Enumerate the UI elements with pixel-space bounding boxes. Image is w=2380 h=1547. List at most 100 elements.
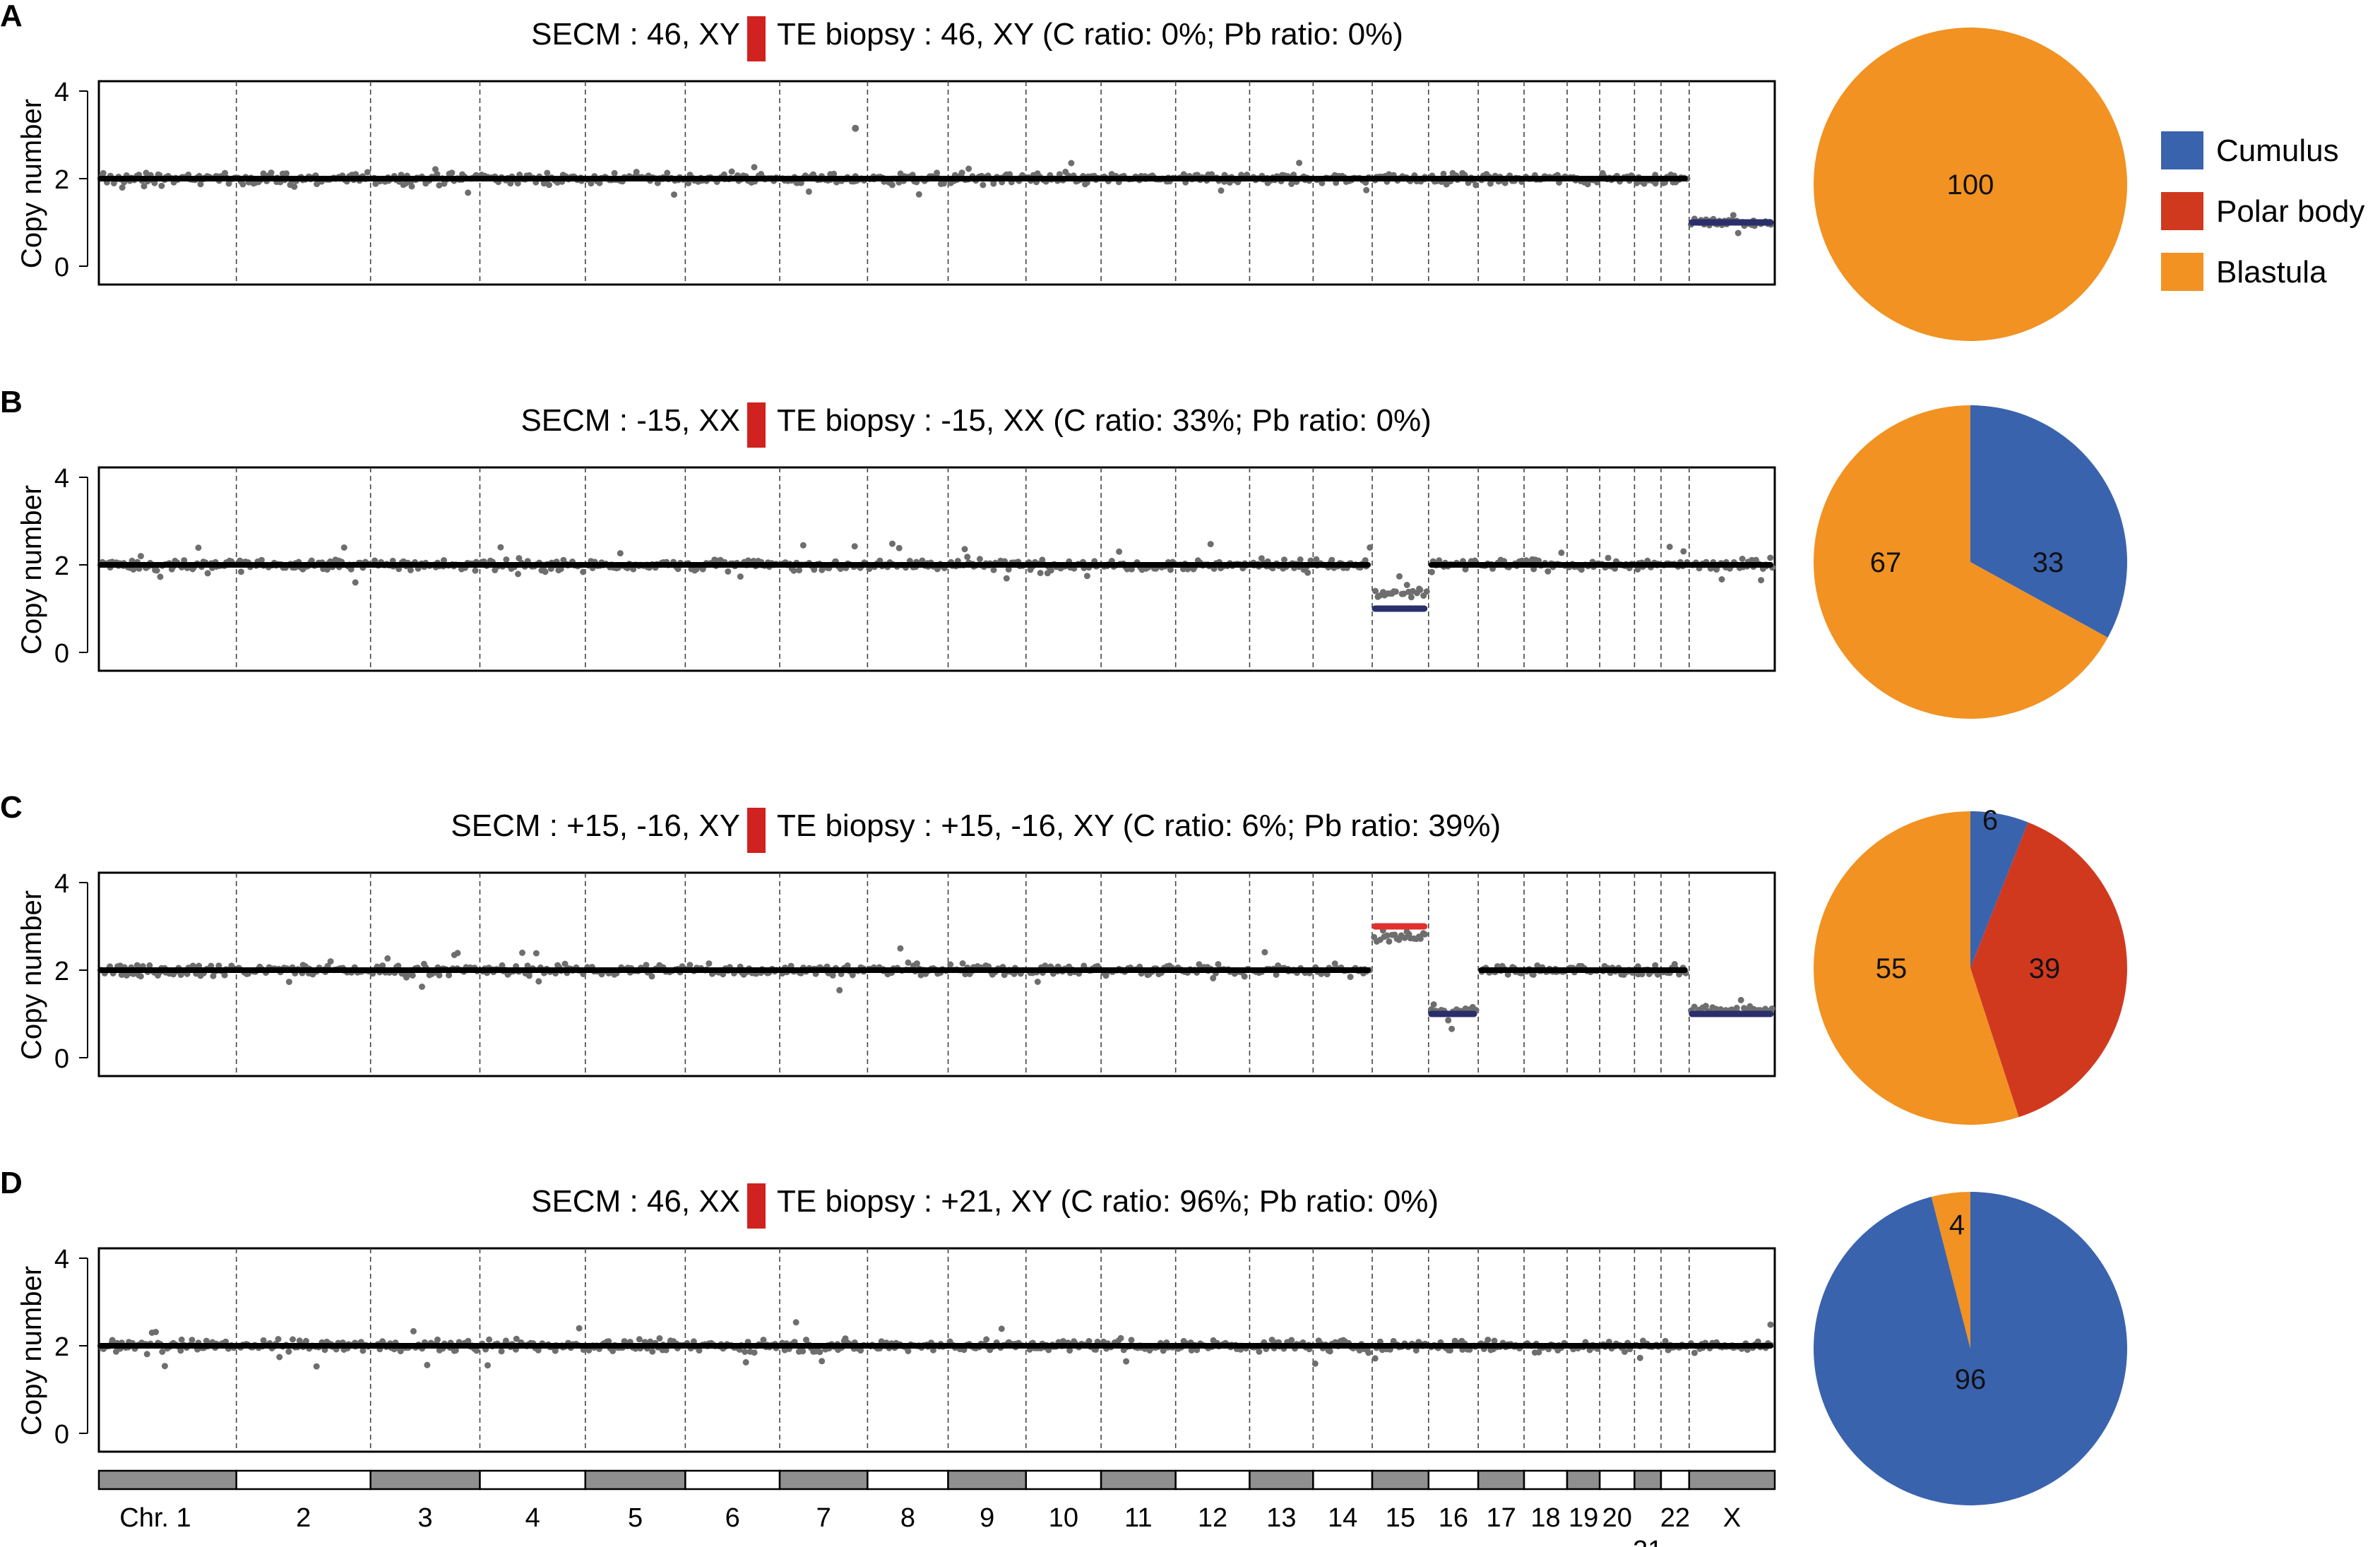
points-chr-8 xyxy=(867,945,950,979)
y-axis-label: Copy number xyxy=(16,485,47,655)
pie-chart-A xyxy=(1814,28,2127,341)
chromosome-label: 11 xyxy=(1124,1503,1152,1533)
pie-label: 4 xyxy=(1949,1209,1965,1241)
points-chr-5 xyxy=(585,1335,686,1355)
points-chr-11 xyxy=(1100,1334,1177,1365)
chromosome-label: 2 xyxy=(296,1503,311,1533)
chromosome-block xyxy=(1566,1469,1601,1491)
points-chr-4 xyxy=(478,544,587,578)
points-chr-7 xyxy=(780,542,868,574)
points-chr-16 xyxy=(1428,1001,1480,1032)
chromosome-label: Chr. 1 xyxy=(119,1503,191,1533)
points-chr-10 xyxy=(1025,160,1102,188)
title-te-biopsy: TE biopsy : -15, XX (C ratio: 33%; Pb ra… xyxy=(777,403,1432,438)
title-separator xyxy=(747,1183,766,1229)
legend-swatch xyxy=(2161,253,2203,291)
legend-swatch xyxy=(2161,131,2203,169)
chromosome-label: 4 xyxy=(525,1503,540,1533)
points-chr-1 xyxy=(99,169,238,191)
y-tick-label: 4 xyxy=(54,464,69,494)
pie-chart-B xyxy=(1814,405,2127,719)
points-chr-16 xyxy=(1429,169,1480,189)
pie-label: 100 xyxy=(1947,169,1994,201)
pie-label: 67 xyxy=(1870,547,1902,578)
y-tick-label: 0 xyxy=(54,639,69,669)
points-chr-7 xyxy=(779,1319,867,1365)
panel-label: C xyxy=(0,790,23,825)
points-chr-14 xyxy=(1314,172,1372,193)
y-tick-label: 4 xyxy=(54,1245,69,1274)
points-chr-15 xyxy=(1372,1337,1429,1362)
chromosome-block xyxy=(584,1469,686,1491)
y-tick-label: 4 xyxy=(54,869,69,899)
chromosome-block xyxy=(1477,1469,1525,1491)
title-te-biopsy: TE biopsy : 46, XY (C ratio: 0%; Pb rati… xyxy=(777,17,1403,52)
y-axis-label: Copy number xyxy=(16,1266,47,1435)
chromosome-label: 10 xyxy=(1049,1503,1078,1533)
y-tick-label: 2 xyxy=(54,551,69,581)
chromosome-label: 18 xyxy=(1530,1503,1560,1533)
chromosome-label: 13 xyxy=(1266,1503,1296,1533)
title-separator xyxy=(747,402,766,448)
chromosome-label: 15 xyxy=(1386,1503,1415,1533)
chromosome-label: 9 xyxy=(980,1503,994,1533)
chromosome-block xyxy=(1100,1469,1177,1491)
chromosome-block xyxy=(1174,1469,1251,1491)
points-chr-6 xyxy=(684,556,780,580)
title-secm: SECM : -15, XX xyxy=(520,403,740,438)
chromosome-block xyxy=(778,1469,869,1491)
y-tick-label: 0 xyxy=(54,253,69,282)
legend-label: Cumulus xyxy=(2216,133,2339,168)
chromosome-block xyxy=(1371,1469,1430,1491)
pie-slice-cumulus xyxy=(1970,811,2028,968)
chromosome-block xyxy=(1688,1469,1776,1491)
panel-label: A xyxy=(0,0,23,33)
points-chr-7 xyxy=(779,962,867,993)
points-chr-7 xyxy=(779,170,867,195)
pie-slice-blastula xyxy=(1814,811,2019,1125)
points-chr-22 xyxy=(1660,172,1691,186)
chromosome-block xyxy=(1598,1469,1636,1491)
chromosome-label: 21 xyxy=(1633,1536,1662,1547)
panel-label: B xyxy=(0,385,23,419)
plot-frame xyxy=(97,871,1776,1077)
points-chr-X xyxy=(1687,212,1774,237)
points-chr-13 xyxy=(1250,949,1313,978)
plot-frame xyxy=(97,1247,1776,1453)
y-tick-label: 0 xyxy=(54,1420,69,1450)
legend-label: Polar body xyxy=(2216,194,2364,229)
points-chr-10 xyxy=(1025,556,1101,580)
pie-slice-blastula xyxy=(1931,1192,1970,1349)
chromosome-block xyxy=(1249,1469,1314,1491)
pie-label: 96 xyxy=(1955,1364,1987,1395)
points-chr-12 xyxy=(1176,171,1251,194)
chromosome-block xyxy=(1427,1469,1480,1491)
points-chr-13 xyxy=(1250,160,1313,187)
points-chr-5 xyxy=(585,550,686,573)
points-chr-15 xyxy=(1371,927,1429,945)
legend-label: Blastula xyxy=(2216,255,2327,289)
points-chr-15 xyxy=(1372,573,1430,601)
points-chr-5 xyxy=(583,169,687,198)
points-chr-X xyxy=(1687,1321,1775,1356)
points-chr-10 xyxy=(1025,962,1101,985)
chromosome-label: 3 xyxy=(418,1503,433,1533)
pie-label: 6 xyxy=(1982,805,1998,836)
points-chr-14 xyxy=(1311,1337,1372,1367)
title-separator xyxy=(747,16,766,61)
points-chr-1 xyxy=(98,1329,237,1370)
chromosome-block xyxy=(1025,1469,1102,1491)
chromosome-block xyxy=(947,1469,1028,1491)
y-tick-label: 2 xyxy=(54,957,69,986)
y-tick-label: 2 xyxy=(54,165,69,195)
chromosome-label: 7 xyxy=(816,1503,831,1533)
title-te-biopsy: TE biopsy : +21, XY (C ratio: 96%; Pb ra… xyxy=(777,1184,1439,1219)
title-secm: SECM : 46, XY xyxy=(531,17,740,52)
panel-label: D xyxy=(0,1166,23,1200)
pie-label: 55 xyxy=(1876,953,1908,984)
pie-chart-C xyxy=(1814,811,2128,1125)
pie-slice-polar-body xyxy=(1970,822,2128,1118)
pie-chart-D xyxy=(1813,1192,2127,1506)
y-axis-label: Copy number xyxy=(16,99,47,268)
